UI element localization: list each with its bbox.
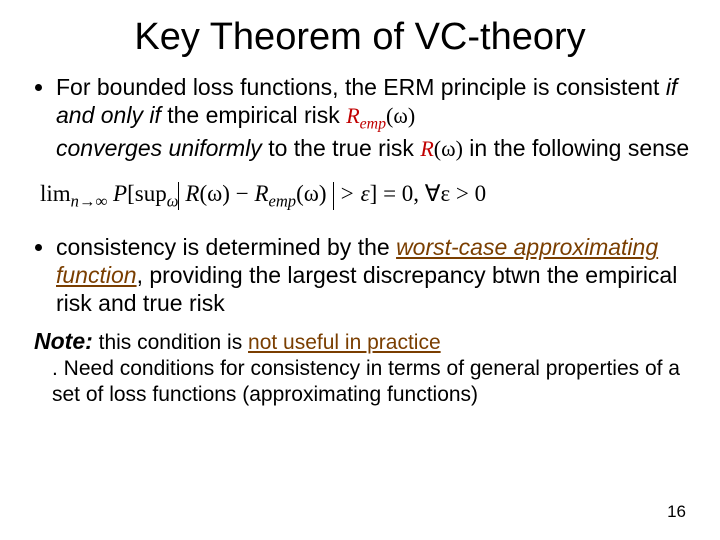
eq-rhs: = 0, ∀ε > 0 <box>377 181 486 206</box>
eq-P: P <box>113 181 127 206</box>
remp-inline: Remp(ω) <box>346 103 415 128</box>
remp-sub: emp <box>360 115 386 132</box>
bullet-list-1: For bounded loss functions, the ERM prin… <box>34 73 692 163</box>
r-R: R <box>420 136 433 161</box>
eq-supsub: ω <box>167 191 179 210</box>
bullet-list-2: consistency is determined by the worst-c… <box>34 233 692 317</box>
eq-lim: lim <box>40 181 71 206</box>
bullet-1: For bounded loss functions, the ERM prin… <box>56 73 692 163</box>
eq-Remp-arg: (ω) <box>296 181 326 206</box>
eq-Rarg: (ω) <box>199 181 229 206</box>
b1-conv: converges uniformly <box>56 135 262 161</box>
eq-lbr: [ <box>127 181 135 206</box>
remp-R: R <box>346 103 359 128</box>
eq-sup: sup <box>135 181 167 206</box>
eq-limsub: n→∞ <box>71 191 108 210</box>
b2-pre: consistency is determined by the <box>56 234 396 260</box>
bullet-2: consistency is determined by the worst-c… <box>56 233 692 317</box>
b1-mid2: to the true risk <box>262 135 421 161</box>
eq-abs: R(ω) − Remp(ω) <box>178 182 333 210</box>
note-nu: not useful in practice <box>248 331 441 354</box>
remp-arg: (ω) <box>386 103 415 128</box>
note-rest: . Need conditions for consistency in ter… <box>52 356 692 407</box>
eq-minus: − <box>230 181 254 206</box>
eq-gte: > ε <box>334 181 370 206</box>
equation: limn→∞ P[supωR(ω) − Remp(ω) > ε] = 0, ∀ε… <box>40 181 692 212</box>
b1-pre: For bounded loss functions, the ERM prin… <box>56 74 666 100</box>
slide-title: Key Theorem of VC-theory <box>28 16 692 59</box>
eq-R: R <box>185 181 199 206</box>
b1-mid3: in the following sense <box>463 135 689 161</box>
note-t1: this condition is <box>93 331 248 354</box>
eq-Remp: R <box>254 181 268 206</box>
note-label: Note: <box>34 328 93 354</box>
b1-mid1: the empirical risk <box>161 102 346 128</box>
note-line: Note: this condition is not useful in pr… <box>34 327 692 356</box>
r-arg: (ω) <box>434 136 463 161</box>
page-number: 16 <box>667 502 686 522</box>
r-inline: R(ω) <box>420 136 463 161</box>
b2-rest: , providing the largest discrepancy btwn… <box>56 262 677 316</box>
eq-Remp-sub: emp <box>269 191 297 210</box>
slide: Key Theorem of VC-theory For bounded los… <box>0 0 720 540</box>
